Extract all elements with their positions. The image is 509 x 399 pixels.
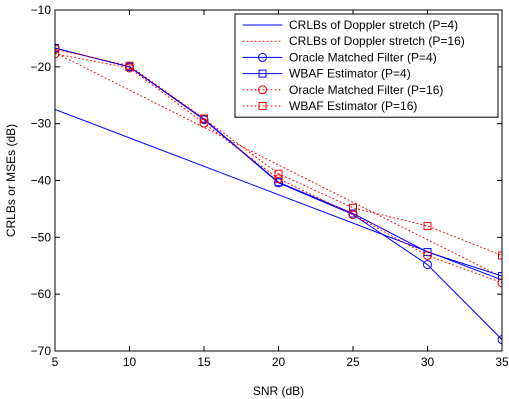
x-tick-label: 15 — [197, 355, 211, 369]
data-point — [348, 210, 358, 220]
data-point — [423, 251, 432, 261]
y-axis-label: CRLBs or MSEs (dB) — [4, 124, 18, 237]
series-6 — [55, 45, 502, 260]
legend-entry-label: CRLBs of Doppler stretch (P=16) — [289, 34, 465, 48]
series-line — [55, 53, 502, 284]
data-point — [200, 114, 208, 123]
series-line — [55, 48, 502, 257]
data-point — [498, 271, 502, 280]
x-tick-label: 25 — [346, 355, 360, 369]
y-tick-label: −60 — [31, 287, 52, 301]
series-2 — [55, 52, 502, 278]
y-tick-label: −20 — [31, 60, 52, 74]
data-point — [497, 278, 502, 288]
series-line — [55, 52, 502, 278]
y-tick-label: −40 — [31, 174, 52, 188]
legend-entry-label: CRLBs of Doppler stretch (P=4) — [289, 18, 458, 32]
data-point — [55, 49, 60, 59]
x-tick-label: 5 — [52, 355, 59, 369]
data-point — [498, 251, 502, 260]
y-tick-label: −50 — [31, 230, 52, 244]
legend-entry-label: WBAF Estimator (P=16) — [289, 99, 417, 113]
legend-entry-label: Oracle Matched Filter (P=16) — [289, 83, 443, 97]
legend-entry-label: Oracle Matched Filter (P=4) — [289, 50, 437, 64]
legend-swatch-marker — [258, 102, 267, 110]
data-point — [274, 174, 283, 184]
legend-box — [234, 13, 499, 118]
series-line — [55, 47, 502, 277]
data-point — [274, 169, 283, 178]
y-tick-label: −70 — [31, 344, 52, 358]
y-tick-label: −30 — [31, 117, 52, 131]
series-5 — [55, 49, 502, 288]
data-point — [125, 61, 134, 70]
x-tick-label: 10 — [123, 355, 137, 369]
legend-swatch-marker — [258, 69, 267, 78]
legend-swatch-marker — [258, 52, 267, 62]
x-axis-label: SNR (dB) — [253, 384, 304, 398]
plot-area — [55, 43, 502, 345]
x-tick-label: 20 — [272, 355, 286, 369]
legend: CRLBs of Doppler stretch (P=4) CRLBs of D… — [234, 13, 499, 118]
data-point — [55, 45, 59, 54]
legend-entry-label: WBAF Estimator (P=4) — [289, 67, 411, 81]
data-point — [423, 221, 432, 230]
data-point — [423, 260, 432, 270]
y-tick-label: −10 — [31, 3, 52, 17]
data-point — [349, 203, 357, 212]
x-tick-label: 30 — [421, 355, 435, 369]
data-point — [497, 335, 502, 345]
x-tick-label: 35 — [495, 355, 509, 369]
legend-swatch-marker — [258, 85, 267, 95]
axes: 5 10 15 20 25 30 35 −70 −60 −50 −40 −30 −20 −10 — [31, 3, 509, 369]
